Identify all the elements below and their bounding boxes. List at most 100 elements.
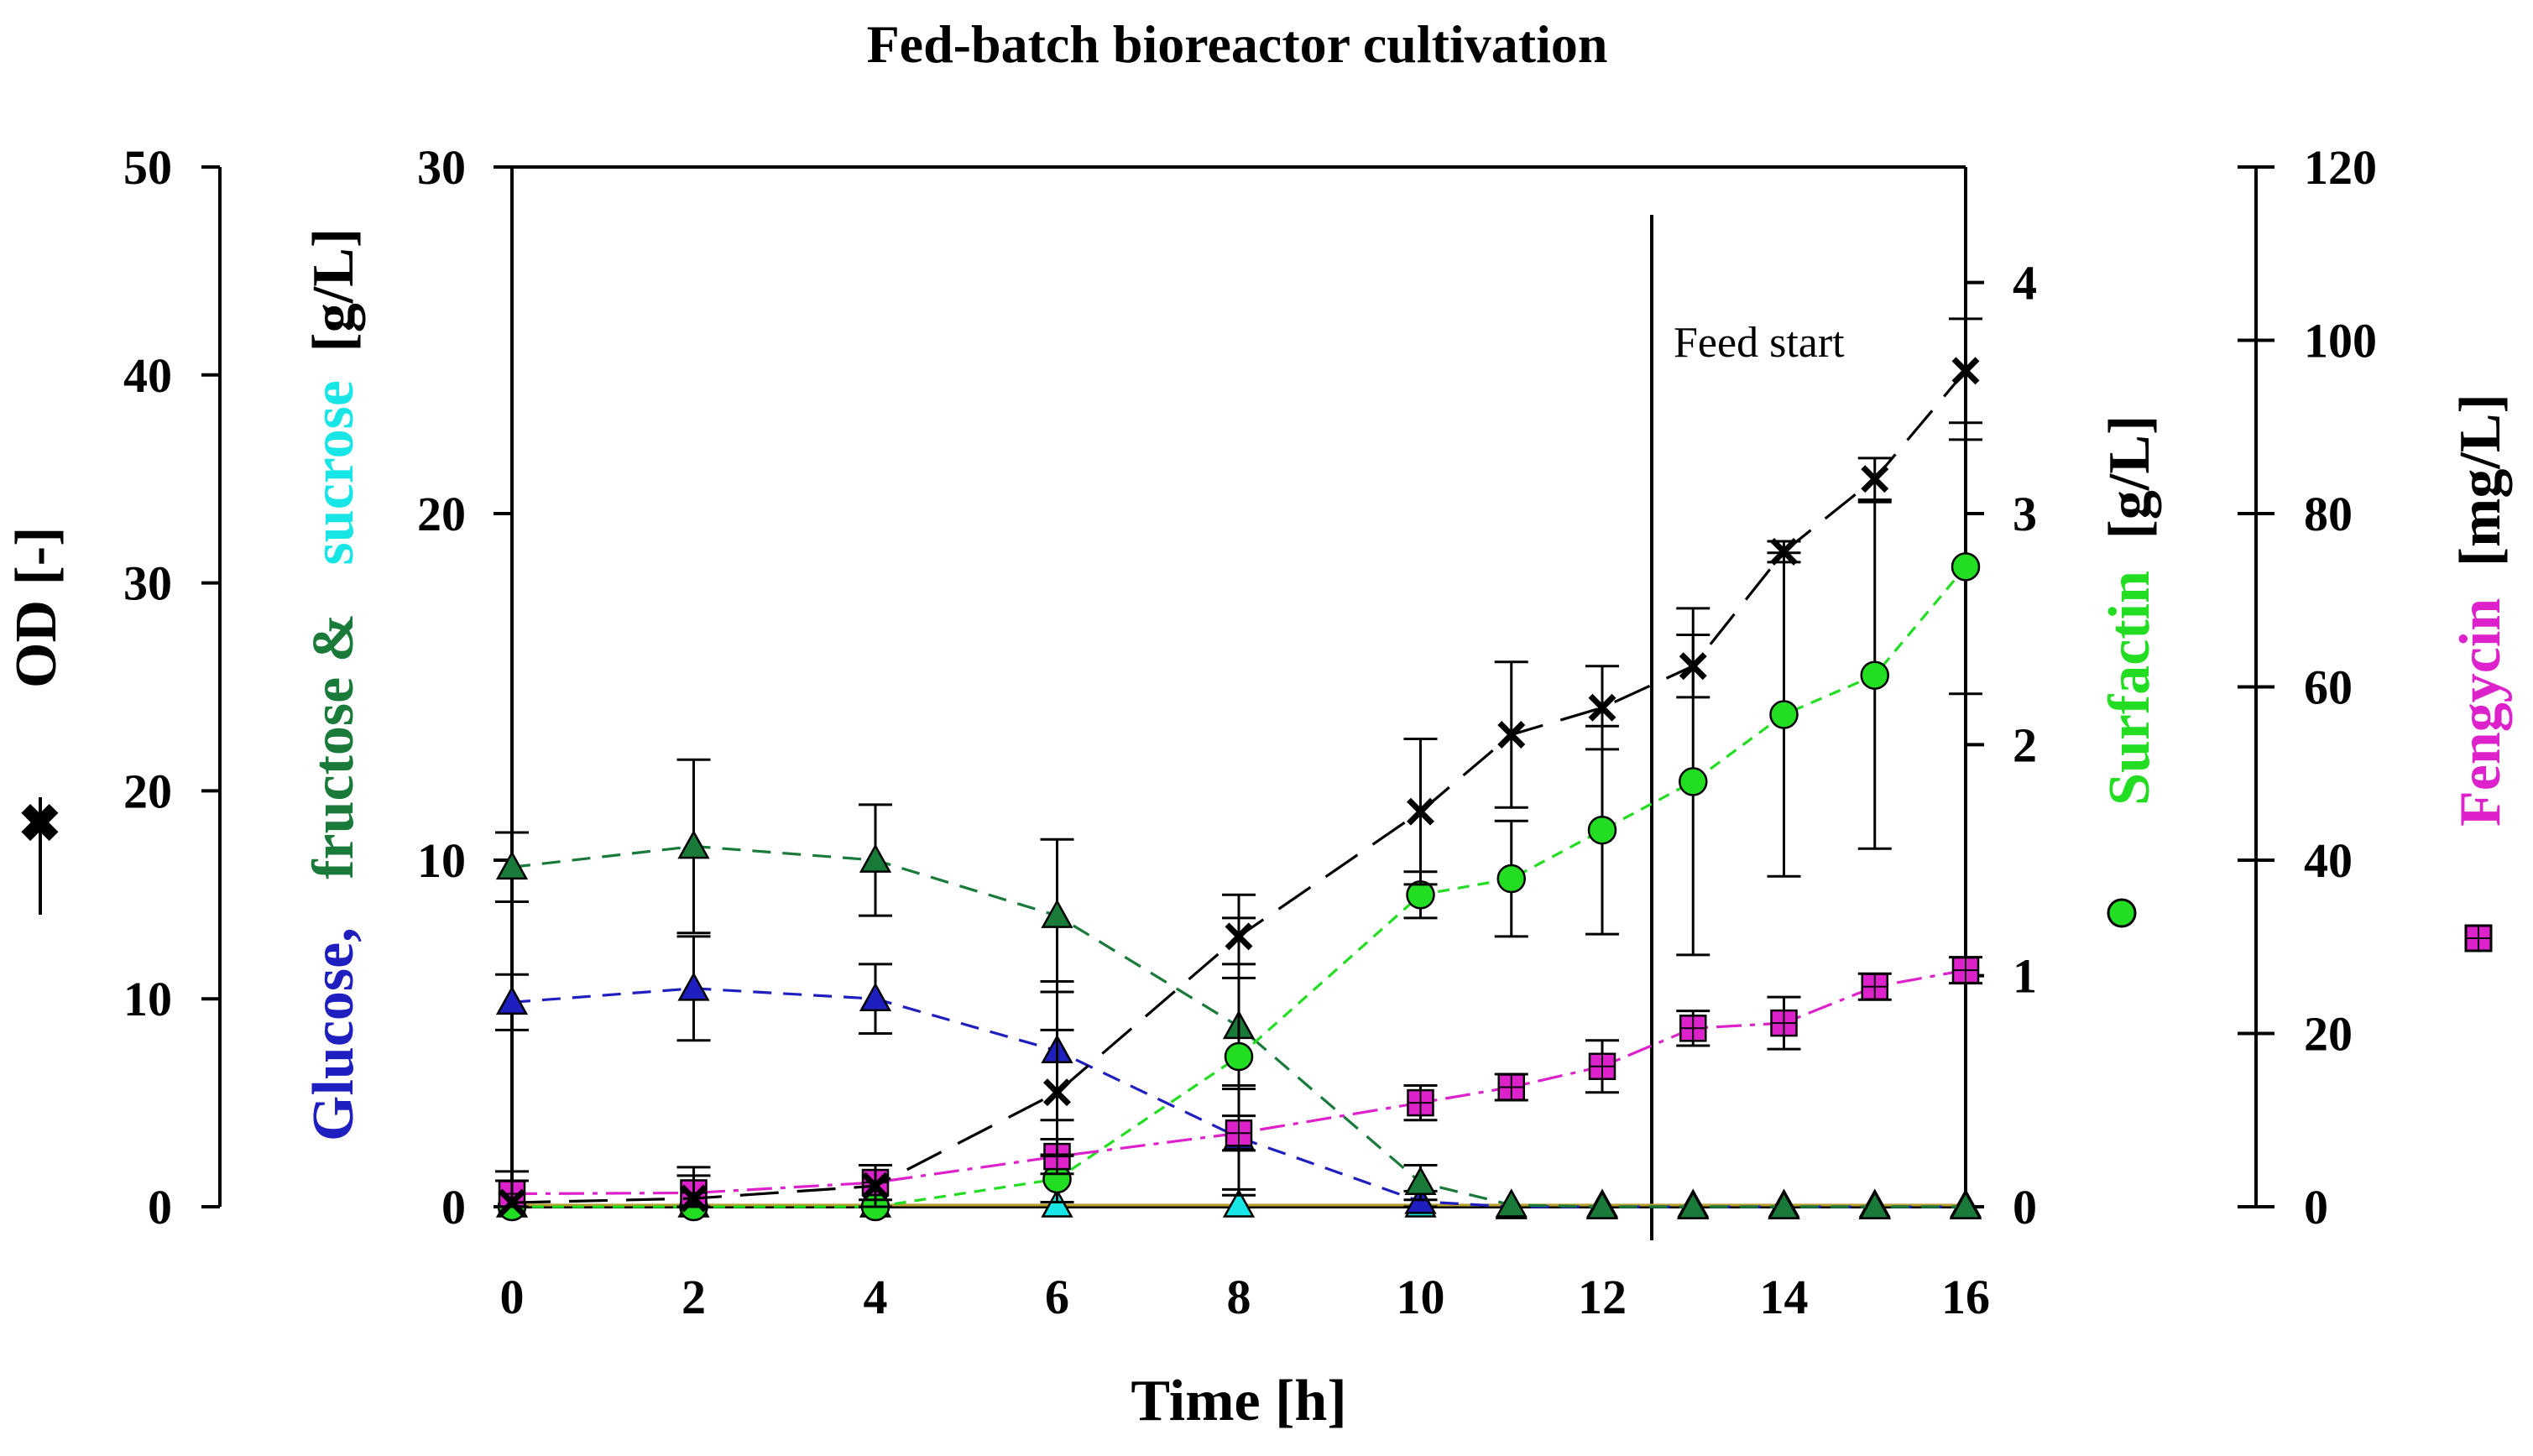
glucose-point [859, 982, 892, 1012]
sucrose-point [1222, 1188, 1256, 1218]
od-point [1588, 693, 1616, 722]
fengycin-point [1225, 1119, 1253, 1147]
fengycin-point [1407, 1088, 1434, 1117]
series-od [495, 317, 1982, 1217]
fengycin-legend-marker [2464, 924, 2493, 952]
od-point [1861, 465, 1889, 493]
x-tick-label: 6 [1045, 1270, 1069, 1324]
x-tick-label: 14 [1760, 1270, 1809, 1324]
series-fructose [495, 758, 1982, 1219]
series-fengycin [495, 956, 1982, 1208]
fructose-point [1041, 899, 1073, 928]
fructose-point [1949, 1190, 1982, 1219]
axis-ticks: 0 2 4 6 8 10 12 14 16010203040500102030012340204… [123, 140, 2377, 1324]
surfactin-point [1496, 864, 1526, 894]
fengycin-point [1951, 956, 1980, 984]
surfactin-tick-label: 0 [2013, 1180, 2037, 1234]
surfactin-point [1951, 552, 1981, 582]
fengycin-tick-label: 100 [2304, 314, 2377, 368]
od-point [1770, 537, 1798, 566]
surfactin-line [512, 566, 1967, 1208]
od-legend-marker: ✖ [13, 801, 71, 844]
fructose-point [859, 843, 892, 873]
od-tick-label: 0 [148, 1180, 172, 1234]
x-axis-title: Time [h] [1131, 1369, 1346, 1433]
x-tick-label: 12 [1578, 1270, 1627, 1324]
surfactin-point [1769, 700, 1799, 729]
od-point [1679, 652, 1707, 681]
fructose-point [1585, 1190, 1619, 1219]
od-point [1497, 721, 1526, 749]
fengycin-point [1588, 1052, 1616, 1080]
od-point [498, 1188, 526, 1217]
sucrose-point [1041, 1188, 1073, 1218]
sugar-title-unit: [g/L] [301, 228, 366, 352]
fengycin-axis-title: Fengycin [mg/L] [2448, 394, 2513, 827]
od-point [1225, 922, 1253, 951]
surfactin-point [1860, 660, 1889, 690]
fengycin-tick-label: 60 [2304, 660, 2353, 715]
surfactin-point [1587, 815, 1617, 845]
fructose-point [1677, 1190, 1710, 1219]
x-tick-label: 4 [864, 1270, 888, 1324]
fructose-line [511, 844, 1966, 1208]
surfactin-tick-label: 4 [2013, 256, 2037, 311]
od-point [1951, 357, 1980, 385]
od-tick-label: 10 [123, 972, 172, 1026]
sugar-tick-label: 20 [417, 487, 466, 541]
surfactin-axis-title: Surfactin [g/L] [2097, 415, 2162, 806]
fructose-point [495, 850, 529, 880]
surfactin-tick-label: 3 [2013, 487, 2037, 541]
fengycin-tick-label: 40 [2304, 833, 2353, 888]
surfactin-tick-label: 2 [2013, 718, 2037, 772]
fengycin-title-unit: [mg/L] [2448, 394, 2513, 566]
fengycin-tick-label: 80 [2304, 487, 2353, 541]
od-tick-label: 30 [123, 556, 172, 611]
sugar-title-glucose: Glucose, [301, 927, 366, 1141]
surfactin-legend-marker [2107, 898, 2137, 928]
sugar-title-sucrose: sucrose [301, 380, 366, 565]
glucose-line [511, 987, 1966, 1208]
surfactin-title-name: Surfactin [2097, 571, 2162, 806]
od-line [511, 369, 1967, 1204]
fengycin-point [1861, 973, 1888, 1000]
od-point [1407, 797, 1434, 826]
fructose-point [1495, 1188, 1528, 1218]
od-point [861, 1172, 890, 1200]
feed-start-label: Feed start [1674, 319, 1845, 367]
plot-area [495, 317, 1982, 1222]
fengycin-tick-label: 20 [2304, 1007, 2353, 1062]
surfactin-point [1224, 1041, 1254, 1072]
fengycin-point [1770, 1009, 1798, 1037]
surfactin-title-unit: [g/L] [2097, 415, 2162, 540]
x-tick-label: 8 [1227, 1270, 1251, 1324]
glucose-point [677, 972, 710, 1001]
surfactin-tick-label: 1 [2013, 949, 2037, 1004]
fructose-point [1404, 1166, 1437, 1195]
sugar-tick-label: 10 [417, 833, 466, 888]
fengycin-tick-label: 0 [2304, 1180, 2328, 1234]
x-tick-label: 10 [1397, 1270, 1445, 1324]
fengycin-point [1679, 1015, 1707, 1042]
od-point [1043, 1078, 1071, 1107]
fructose-point [1858, 1190, 1891, 1219]
fengycin-tick-label: 120 [2304, 140, 2377, 195]
surfactin-point [1679, 767, 1708, 796]
fengycin-line [511, 968, 1966, 1196]
chart-title: Fed-batch bioreactor cultivation [867, 14, 1608, 74]
od-axis-title-group: ✖ OD [-] [4, 527, 71, 915]
fengycin-title-name: Fengycin [2448, 598, 2513, 827]
od-tick-label: 50 [123, 140, 172, 195]
sugar-title-fructose: fructose & [301, 613, 366, 879]
x-tick-label: 0 [500, 1270, 525, 1324]
sugar-tick-label: 0 [441, 1180, 466, 1234]
od-tick-label: 40 [123, 348, 172, 403]
od-axis-title: OD [-] [4, 527, 69, 688]
glucose-point [495, 985, 529, 1015]
x-tick-label: 16 [1941, 1270, 1990, 1324]
sugar-tick-label: 30 [417, 140, 466, 195]
x-tick-label: 2 [682, 1270, 706, 1324]
series-surfactin [497, 438, 1982, 1222]
od-tick-label: 20 [123, 764, 172, 818]
